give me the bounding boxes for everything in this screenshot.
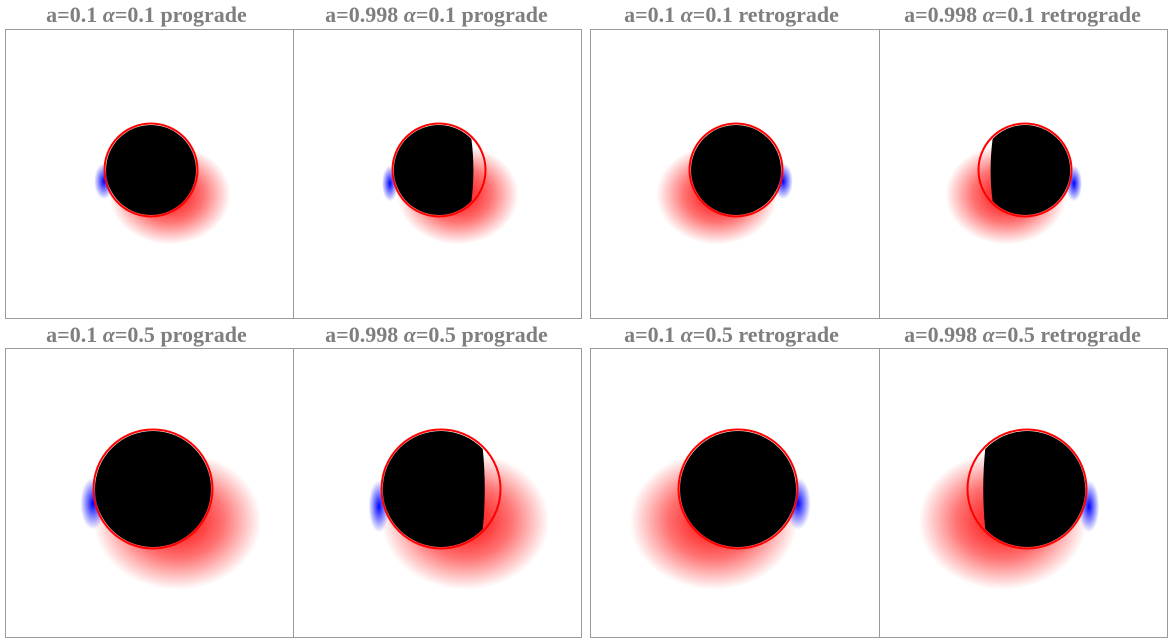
panel-title-7: a=0.1 α=0.5 retrograde bbox=[624, 322, 839, 347]
panel-title-4: a=0.998 α=0.1 retrograde bbox=[904, 2, 1141, 27]
photon-ring bbox=[92, 428, 214, 550]
blueshift-crescent bbox=[381, 165, 399, 202]
shadow-image-3 bbox=[656, 122, 793, 245]
black-hole-shadow bbox=[393, 125, 474, 215]
photon-ring bbox=[391, 122, 487, 218]
photon-ring bbox=[688, 122, 784, 218]
divider-row2-prograde bbox=[293, 348, 294, 638]
panel-title-5: a=0.1 α=0.5 prograde bbox=[46, 322, 247, 347]
panel-title-3: a=0.1 α=0.1 retrograde bbox=[624, 2, 839, 27]
black-hole-shadow bbox=[95, 431, 211, 547]
divider-row1-retrograde bbox=[879, 29, 880, 319]
shadow-image-7 bbox=[629, 428, 811, 590]
photon-ring bbox=[677, 428, 799, 550]
panel-title-8: a=0.998 α=0.5 retrograde bbox=[904, 322, 1141, 347]
divider-row1-prograde bbox=[293, 29, 294, 319]
photon-ring bbox=[380, 428, 502, 550]
shadow-image-5 bbox=[80, 428, 262, 590]
black-hole-shadow bbox=[382, 431, 485, 547]
shadow-image-6 bbox=[368, 428, 550, 590]
photon-ring bbox=[977, 122, 1073, 218]
shadow-image-4 bbox=[945, 122, 1083, 245]
shadow-image-8 bbox=[918, 428, 1100, 590]
black-hole-shadow bbox=[691, 125, 781, 215]
photon-ring bbox=[103, 122, 199, 218]
black-hole-shadow bbox=[106, 125, 196, 215]
panel-title-6: a=0.998 α=0.5 prograde bbox=[325, 322, 548, 347]
black-hole-shadow bbox=[990, 125, 1071, 215]
blueshift-crescent bbox=[1065, 165, 1083, 202]
shadow-image-1 bbox=[94, 122, 231, 245]
shadow-image-2 bbox=[381, 122, 519, 245]
black-hole-shadow bbox=[983, 431, 1086, 547]
panel-title-1: a=0.1 α=0.1 prograde bbox=[46, 2, 247, 27]
black-hole-shadow bbox=[680, 431, 796, 547]
divider-row2-retrograde bbox=[879, 348, 880, 638]
panel-title-2: a=0.998 α=0.1 prograde bbox=[325, 2, 548, 27]
photon-ring bbox=[966, 428, 1088, 550]
